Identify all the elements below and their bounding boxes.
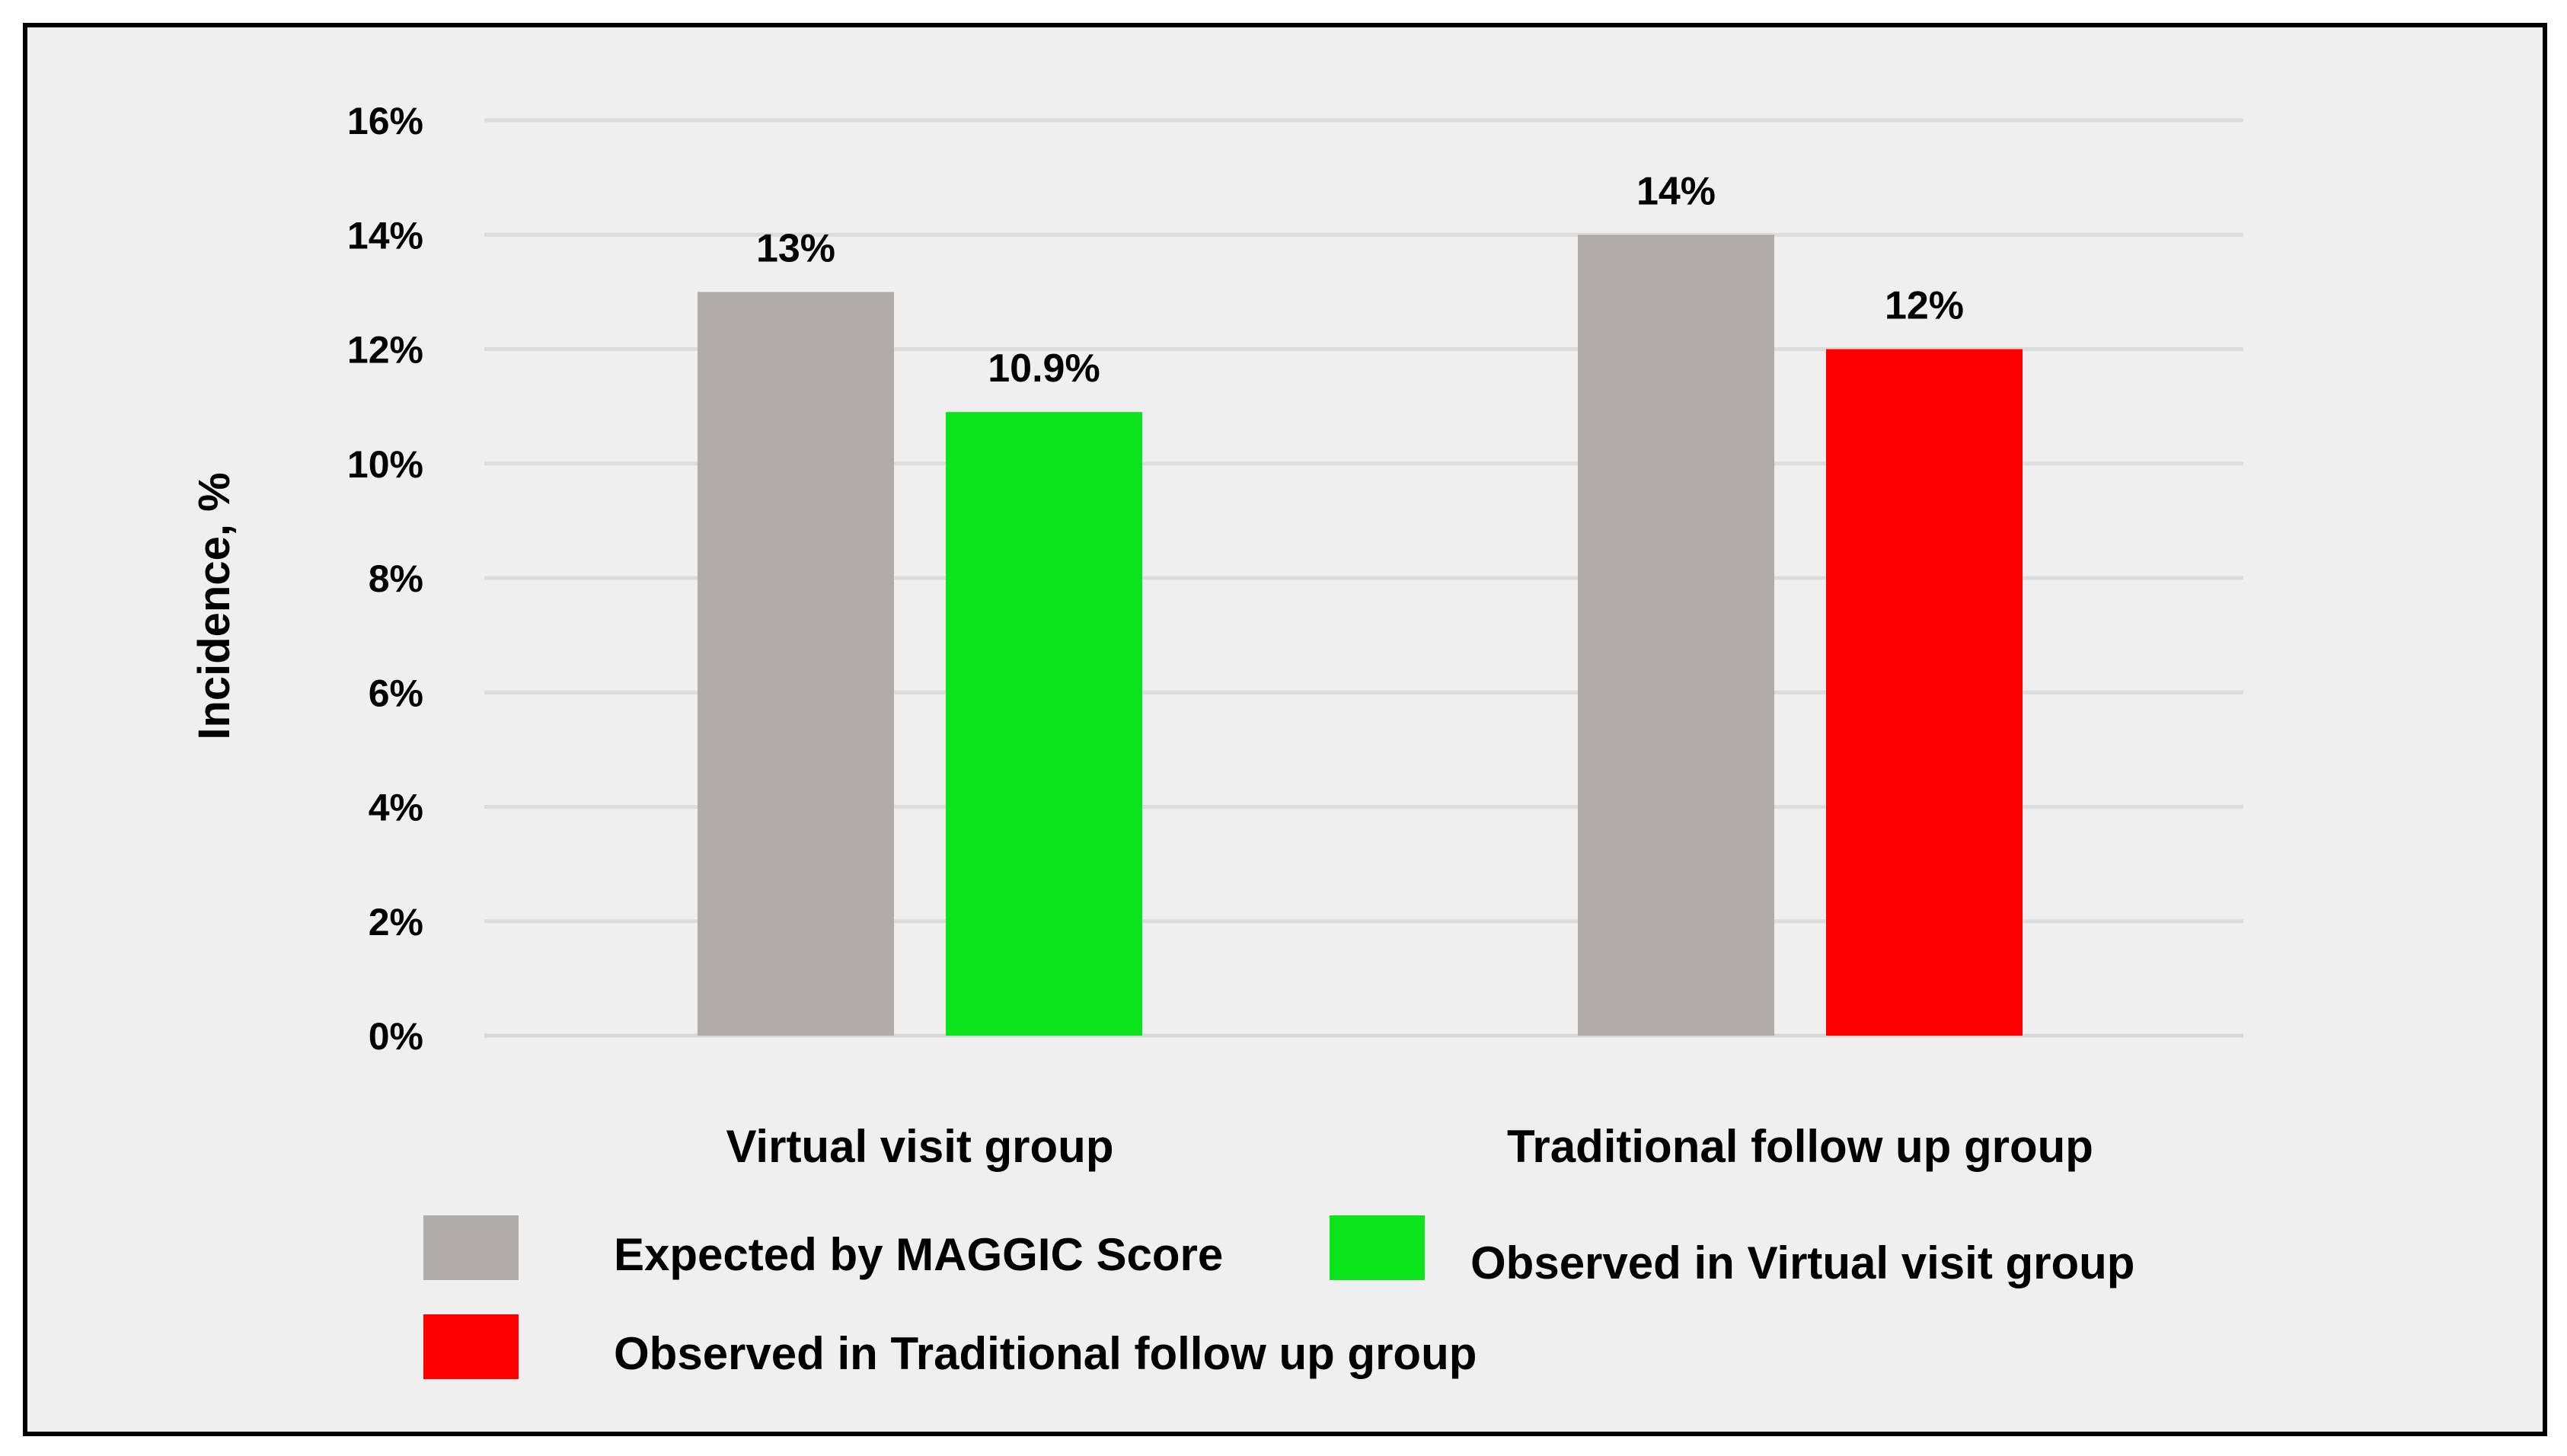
- legend: Expected by MAGGIC Score Observed in Virt…: [423, 1215, 2134, 1379]
- y-tick-label: 12%: [347, 329, 423, 372]
- bar-value-label: 12%: [1885, 284, 1964, 328]
- y-tick-label: 0%: [369, 1015, 423, 1058]
- bar: [698, 292, 894, 1036]
- category-labels: Virtual visit group Traditional follow up…: [726, 1121, 2093, 1172]
- legend-label: Expected by MAGGIC Score: [614, 1229, 1223, 1280]
- legend-item: Observed in Virtual visit group: [1330, 1215, 2134, 1288]
- bar-value-label: 10.9%: [988, 346, 1100, 391]
- bar-value-label: 13%: [756, 226, 835, 270]
- bar-chart: 0% 2% 4% 6% 8% 10% 12% 14% 16% 13% 10.9% 14% 12% Vi…: [190, 100, 2243, 1379]
- y-tick-label: 8%: [369, 557, 423, 600]
- legend-swatch: [423, 1215, 519, 1280]
- legend-swatch: [423, 1314, 519, 1379]
- legend-swatch: [1330, 1215, 1425, 1280]
- bars: [698, 235, 2023, 1036]
- bar: [946, 412, 1142, 1036]
- category-label: Traditional follow up group: [1507, 1121, 2093, 1172]
- chart-frame: 0% 2% 4% 6% 8% 10% 12% 14% 16% 13% 10.9% 14% 12% Vi…: [23, 23, 2547, 1436]
- category-label: Virtual visit group: [726, 1121, 1114, 1172]
- legend-label: Observed in Virtual visit group: [1470, 1237, 2134, 1288]
- y-tick-label: 4%: [369, 787, 423, 829]
- y-axis-ticks: 0% 2% 4% 6% 8% 10% 12% 14% 16%: [347, 100, 423, 1058]
- bar-value-labels: 13% 10.9% 14% 12%: [756, 169, 1964, 391]
- bar: [1826, 349, 2023, 1036]
- y-tick-label: 16%: [347, 100, 423, 142]
- y-tick-label: 6%: [369, 672, 423, 714]
- y-tick-label: 14%: [347, 214, 423, 257]
- y-axis-label: Incidence, %: [190, 472, 239, 739]
- bar-value-label: 14%: [1636, 169, 1716, 213]
- legend-label: Observed in Traditional follow up group: [614, 1328, 1477, 1379]
- legend-item: Observed in Traditional follow up group: [423, 1314, 1477, 1379]
- y-tick-label: 2%: [369, 901, 423, 944]
- bar: [1578, 235, 1774, 1036]
- legend-item: Expected by MAGGIC Score: [423, 1215, 1223, 1280]
- y-tick-label: 10%: [347, 443, 423, 486]
